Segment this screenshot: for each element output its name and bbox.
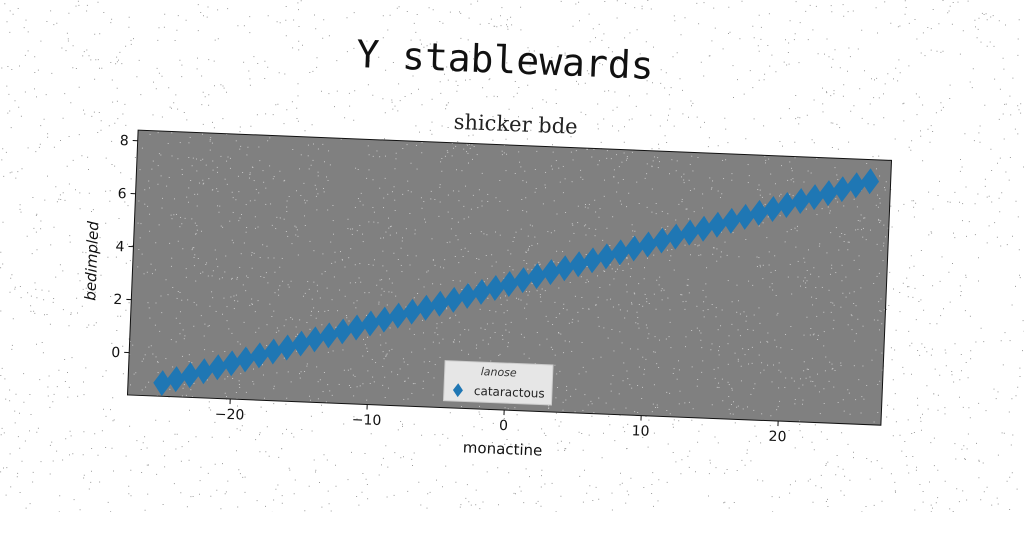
y-tick-label: 6	[117, 186, 127, 202]
legend-title: lanose	[480, 365, 517, 379]
legend: lanose cataractous	[444, 361, 554, 405]
y-tick-label: 4	[115, 239, 125, 255]
legend-label-cataractous: cataractous	[474, 384, 545, 401]
x-axis-label: monactine	[463, 438, 543, 459]
x-tick-label: 20	[768, 429, 786, 446]
x-tick-label: 0	[499, 418, 509, 434]
x-tick-label: 10	[631, 423, 649, 440]
y-tick-label: 8	[119, 133, 129, 149]
y-tick-label: 2	[113, 292, 123, 308]
x-tick-label: −20	[214, 406, 244, 423]
y-tick-label: 0	[111, 345, 121, 361]
chart-subtitle: shicker bde	[453, 110, 578, 139]
y-axis-label: bedimpled	[81, 220, 102, 301]
x-tick-label: −10	[351, 412, 381, 429]
